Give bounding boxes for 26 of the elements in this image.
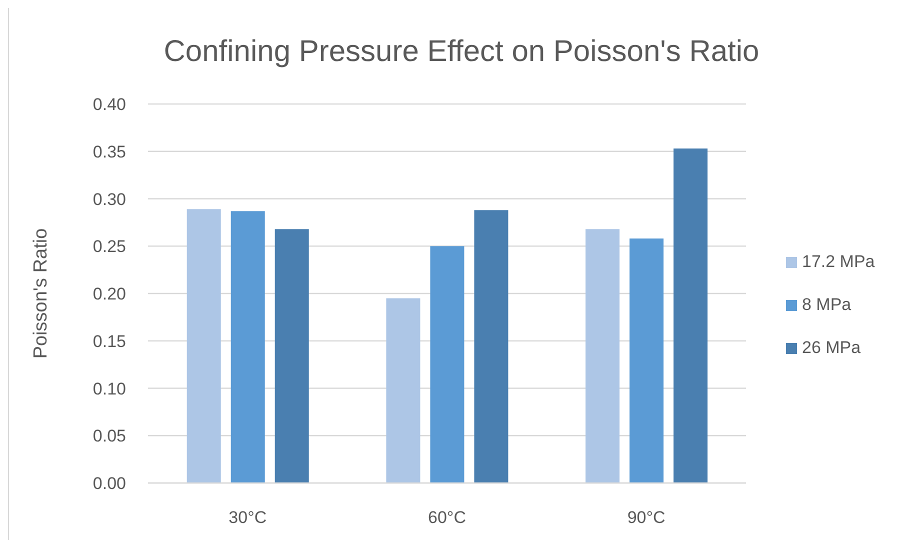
y-tick-label: 0.25: [92, 237, 126, 256]
legend-label: 8 MPa: [802, 295, 852, 315]
legend-label: 26 MPa: [802, 338, 861, 358]
x-tick-label: 60°C: [428, 508, 466, 528]
y-tick-label: 0.15: [92, 332, 126, 351]
bar: [430, 246, 464, 483]
bar: [186, 209, 221, 483]
bar: [630, 238, 664, 483]
y-tick-label: 0.05: [92, 426, 126, 446]
y-tick-label: 0.30: [92, 190, 126, 209]
y-tick-label: 0.00: [92, 474, 126, 494]
bar: [230, 211, 265, 483]
chart-title: Confining Pressure Effect on Poisson's Ratio: [162, 35, 760, 68]
bar: [674, 148, 708, 483]
y-tick-label: 0.20: [92, 284, 126, 304]
x-tick-label: 90°C: [627, 508, 666, 528]
bar: [274, 229, 309, 483]
legend-label: 17.2 MPa: [802, 252, 875, 272]
y-tick-label: 0.10: [92, 379, 126, 398]
bar: [386, 298, 420, 483]
bar: [586, 229, 620, 483]
x-tick-label: 30°C: [228, 508, 267, 528]
y-axis-title: Poisson's Ratio: [30, 228, 52, 359]
y-tick-label: 0.40: [92, 95, 126, 114]
y-tick-label: 0.35: [92, 142, 126, 162]
bar: [474, 210, 508, 483]
